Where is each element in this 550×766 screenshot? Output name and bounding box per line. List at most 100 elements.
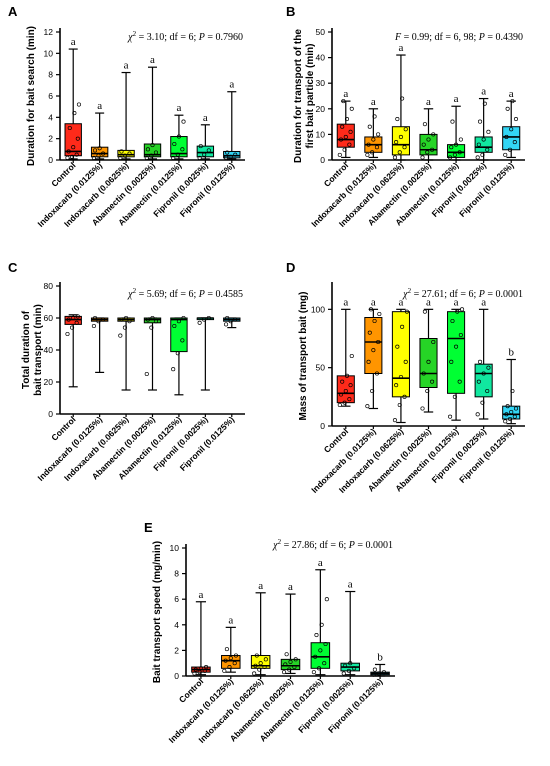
point-b-1-1 <box>370 150 375 155</box>
point-e-3-6 <box>284 652 289 657</box>
point-d-3-1 <box>425 388 430 394</box>
point-a-1-1 <box>96 153 101 158</box>
point-b-0-0 <box>337 152 342 157</box>
point-e-3-1 <box>287 667 292 672</box>
point-c-5-0 <box>197 320 202 325</box>
stat-text-b: F = 0.99; df = 6, 98; P = 0.4390 <box>394 32 523 43</box>
point-c-0-3 <box>66 317 71 322</box>
point-b-6-3 <box>504 134 509 140</box>
point-d-6-3 <box>504 412 509 417</box>
point-c-3-3 <box>145 317 150 322</box>
y-tick-label-e-1: 2 <box>174 645 179 655</box>
point-b-6-0 <box>503 152 508 157</box>
point-c-0-4 <box>71 315 76 321</box>
point-b-4-4 <box>454 142 459 147</box>
sig-letter-b-1: a <box>371 96 376 108</box>
sig-letter-b-4: a <box>454 93 459 105</box>
y-tick-label-c-2: 40 <box>44 345 54 355</box>
point-d-0-5 <box>348 383 353 388</box>
point-d-2-4 <box>398 374 403 380</box>
y-tick-label-b-1: 10 <box>316 129 326 139</box>
point-e-5-1 <box>346 668 351 673</box>
point-e-5-4 <box>348 661 353 666</box>
point-e-0-4 <box>198 666 203 671</box>
box-b-2 <box>391 126 410 156</box>
point-d-2-2 <box>402 394 407 399</box>
point-d-3-3 <box>421 371 426 376</box>
point-d-5-6 <box>478 359 483 364</box>
point-e-0-1 <box>197 670 202 675</box>
y-axis-title-e: Bait transport speed (mg/min) <box>152 541 163 683</box>
y-tick-label-a-5: 10 <box>44 48 54 58</box>
point-b-3-6 <box>422 122 427 127</box>
sig-letter-e-0: a <box>198 589 203 601</box>
point-b-5-2 <box>485 147 490 152</box>
point-d-6-2 <box>512 414 517 419</box>
point-e-3-5 <box>293 657 298 662</box>
point-e-6-2 <box>381 670 387 675</box>
point-c-5-1 <box>202 317 207 322</box>
point-e-2-4 <box>258 661 263 666</box>
point-e-6-3 <box>372 667 377 672</box>
point-e-6-0 <box>371 672 376 677</box>
point-c-1-2 <box>101 317 106 322</box>
point-b-1-5 <box>376 132 381 137</box>
point-b-0-7 <box>344 116 350 122</box>
y-tick-label-c-0: 0 <box>48 409 53 419</box>
point-d-1-8 <box>377 311 382 317</box>
point-a-1-2 <box>101 151 106 156</box>
point-d-5-4 <box>481 371 486 376</box>
point-b-1-3 <box>366 142 371 147</box>
point-b-3-1 <box>425 150 430 155</box>
point-d-2-0 <box>392 418 397 423</box>
sig-letter-d-5: a <box>481 296 486 308</box>
point-e-5-0 <box>341 671 346 676</box>
point-e-4-5 <box>323 641 328 647</box>
point-e-2-0 <box>252 671 257 676</box>
point-a-0-2 <box>74 152 79 157</box>
point-a-6-3 <box>225 150 230 155</box>
point-c-0-5 <box>75 314 80 319</box>
point-d-0-6 <box>340 379 345 384</box>
y-tick-label-c-4: 80 <box>44 281 54 291</box>
point-b-4-5 <box>458 137 463 142</box>
point-b-6-5 <box>513 116 519 122</box>
point-e-6-1 <box>376 671 381 676</box>
point-d-2-6 <box>395 344 400 349</box>
point-e-4-4 <box>318 648 323 653</box>
point-d-4-8 <box>460 307 465 312</box>
point-b-1-0 <box>365 152 370 157</box>
point-e-1-5 <box>233 653 239 658</box>
point-d-2-8 <box>404 309 409 314</box>
point-e-0-0 <box>192 671 197 676</box>
point-b-4-6 <box>450 119 455 124</box>
y-tick-label-c-3: 60 <box>44 313 54 323</box>
box-d-2 <box>391 311 410 398</box>
sig-letter-b-5: a <box>481 86 486 98</box>
point-a-2-1 <box>122 153 127 158</box>
point-c-3-2 <box>153 319 158 324</box>
point-a-2-0 <box>118 155 123 160</box>
point-c-0-1 <box>70 325 75 330</box>
point-a-2-3 <box>119 149 124 154</box>
sig-letter-b-2: a <box>398 42 403 54</box>
point-b-1-6 <box>367 124 372 129</box>
point-b-2-7 <box>400 96 405 101</box>
point-b-0-2 <box>347 142 352 147</box>
point-d-5-5 <box>486 365 491 370</box>
point-b-5-6 <box>478 119 483 124</box>
point-c-2-4 <box>124 315 129 321</box>
point-d-1-3 <box>366 359 371 364</box>
sig-letter-e-2: a <box>258 580 263 592</box>
point-a-4-0 <box>171 155 176 160</box>
point-c-4-4 <box>176 319 181 324</box>
point-d-1-5 <box>376 339 381 345</box>
point-b-4-2 <box>457 150 462 155</box>
stat-text-c: χ2 = 5.69; df = 6; P = 0.4585 <box>127 287 243 300</box>
sig-letter-a-1: a <box>97 100 102 112</box>
point-a-3-0 <box>144 155 149 160</box>
point-c-4-1 <box>175 351 180 356</box>
sig-letter-e-3: a <box>288 581 293 593</box>
sig-letter-a-3: a <box>150 54 155 66</box>
point-b-6-1 <box>507 147 513 152</box>
